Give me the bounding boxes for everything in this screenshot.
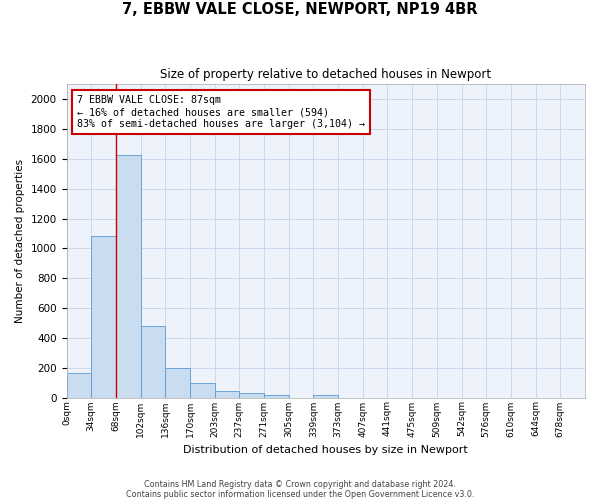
Bar: [116, 156, 140, 398]
Bar: [313, 394, 338, 398]
Bar: [264, 394, 289, 398]
Text: Contains HM Land Registry data © Crown copyright and database right 2024.
Contai: Contains HM Land Registry data © Crown c…: [126, 480, 474, 499]
Text: 7 EBBW VALE CLOSE: 87sqm
← 16% of detached houses are smaller (594)
83% of semi-: 7 EBBW VALE CLOSE: 87sqm ← 16% of detach…: [77, 96, 365, 128]
Bar: [140, 326, 165, 398]
Bar: [91, 236, 116, 398]
Bar: [165, 368, 190, 398]
Title: Size of property relative to detached houses in Newport: Size of property relative to detached ho…: [160, 68, 491, 80]
Text: 7, EBBW VALE CLOSE, NEWPORT, NP19 4BR: 7, EBBW VALE CLOSE, NEWPORT, NP19 4BR: [122, 2, 478, 18]
Bar: [239, 393, 264, 398]
X-axis label: Distribution of detached houses by size in Newport: Distribution of detached houses by size …: [184, 445, 468, 455]
Y-axis label: Number of detached properties: Number of detached properties: [15, 159, 25, 323]
Bar: [67, 373, 91, 398]
Bar: [215, 391, 239, 398]
Bar: [190, 382, 215, 398]
